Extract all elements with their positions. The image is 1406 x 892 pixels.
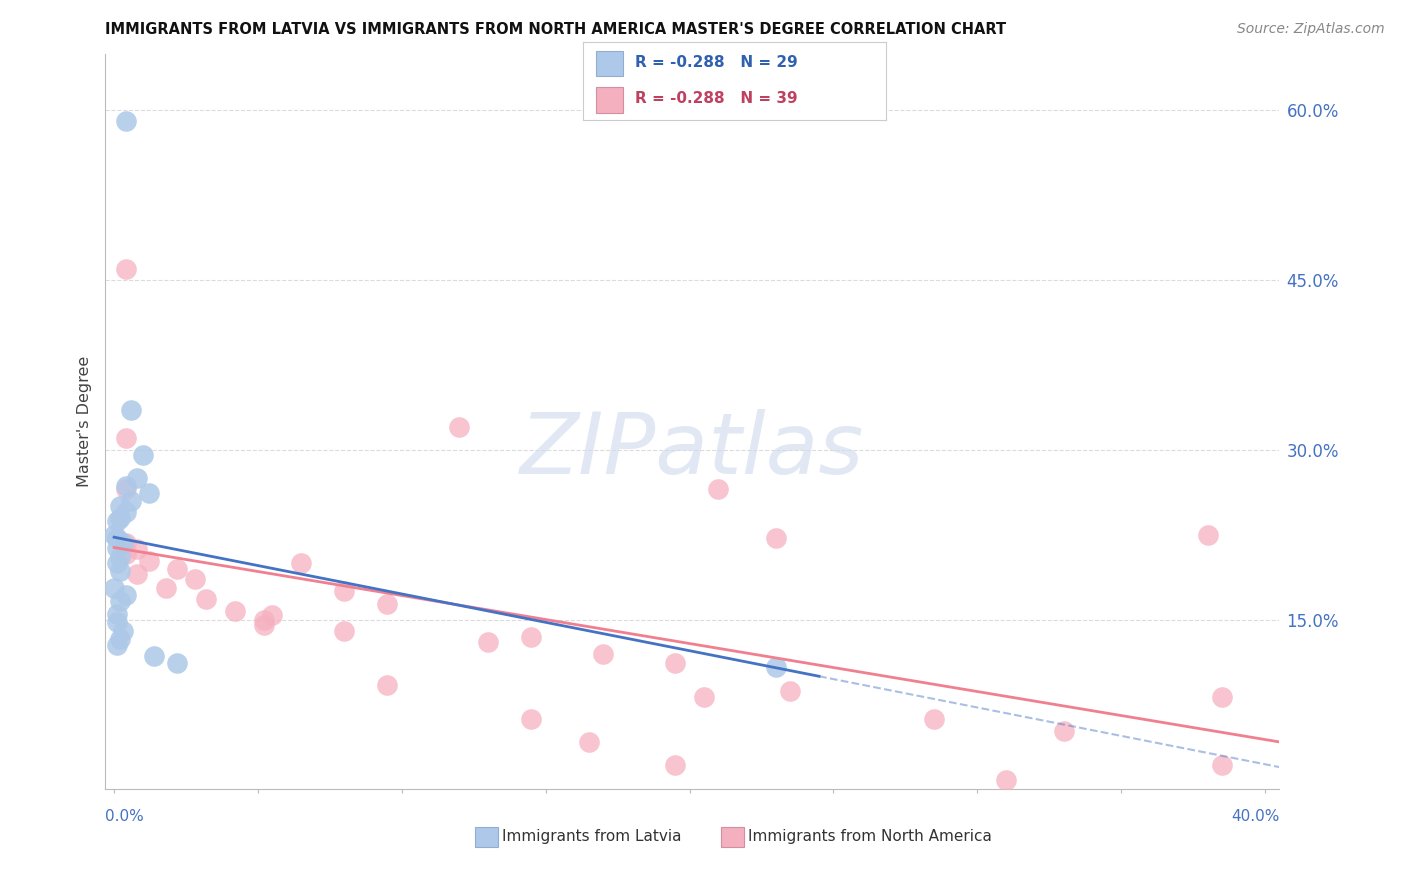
Point (114, 505, 136, 519)
Point (922, 712, 945, 726)
Point (105, 556, 128, 570)
Point (127, 542, 149, 557)
Point (195, 592, 218, 607)
Point (105, 615, 128, 629)
Point (114, 261, 136, 276)
Point (108, 564, 131, 578)
Point (111, 624, 134, 638)
Point (262, 608, 284, 623)
Point (664, 656, 686, 670)
Point (520, 630, 543, 644)
Point (779, 684, 801, 698)
Point (477, 635, 499, 649)
Point (1211, 757, 1233, 772)
Point (449, 420, 471, 434)
Point (105, 541, 128, 556)
Point (127, 471, 149, 485)
Point (108, 500, 131, 514)
Point (111, 535, 134, 549)
Point (333, 624, 356, 638)
Point (290, 556, 312, 570)
Point (132, 449, 155, 463)
Point (103, 527, 125, 541)
Point (105, 638, 128, 652)
Point (114, 535, 136, 549)
Point (105, 531, 128, 545)
Point (120, 493, 142, 508)
Point (765, 660, 787, 674)
Point (114, 547, 136, 561)
Point (995, 773, 1018, 788)
Point (578, 735, 600, 749)
Point (138, 485, 160, 500)
Point (1197, 527, 1219, 541)
Point (114, 432, 136, 446)
Point (183, 572, 205, 586)
Point (114, 114, 136, 128)
Point (114, 588, 136, 602)
Point (166, 562, 188, 576)
Point (1053, 723, 1076, 738)
Point (138, 554, 160, 568)
Point (253, 618, 276, 632)
Point (114, 479, 136, 493)
Point (108, 510, 131, 524)
Point (108, 594, 131, 608)
Point (333, 584, 356, 599)
Point (765, 531, 787, 545)
Point (120, 403, 142, 417)
Text: ZIPatlas: ZIPatlas (520, 409, 865, 492)
Point (105, 607, 128, 621)
Point (693, 690, 716, 704)
Point (143, 648, 166, 663)
Point (592, 647, 614, 661)
Text: 0.0%: 0.0% (105, 809, 145, 824)
Text: 40.0%: 40.0% (1232, 809, 1279, 824)
Point (105, 514, 128, 528)
Point (166, 656, 188, 670)
Text: Immigrants from Latvia: Immigrants from Latvia (502, 830, 682, 844)
Point (127, 567, 149, 582)
Point (520, 712, 543, 726)
Point (1211, 690, 1233, 704)
Text: IMMIGRANTS FROM LATVIA VS IMMIGRANTS FROM NORTH AMERICA MASTER'S DEGREE CORRELAT: IMMIGRANTS FROM LATVIA VS IMMIGRANTS FRO… (105, 22, 1007, 37)
Point (114, 483, 136, 497)
Point (664, 757, 686, 772)
Point (155, 581, 177, 595)
Bar (596, 51, 623, 76)
Point (253, 613, 276, 627)
Text: Immigrants from North America: Immigrants from North America (748, 830, 991, 844)
Text: R = -0.288   N = 39: R = -0.288 N = 39 (636, 91, 797, 106)
Point (377, 597, 399, 611)
Bar (596, 87, 623, 112)
Y-axis label: Master's Degree: Master's Degree (77, 356, 93, 487)
Text: R = -0.288   N = 29: R = -0.288 N = 29 (636, 55, 797, 70)
Text: Source: ZipAtlas.com: Source: ZipAtlas.com (1237, 22, 1385, 37)
Point (108, 632, 131, 646)
Point (224, 603, 246, 617)
Point (103, 581, 125, 595)
Point (707, 483, 730, 497)
Point (377, 678, 399, 692)
Point (108, 550, 131, 565)
